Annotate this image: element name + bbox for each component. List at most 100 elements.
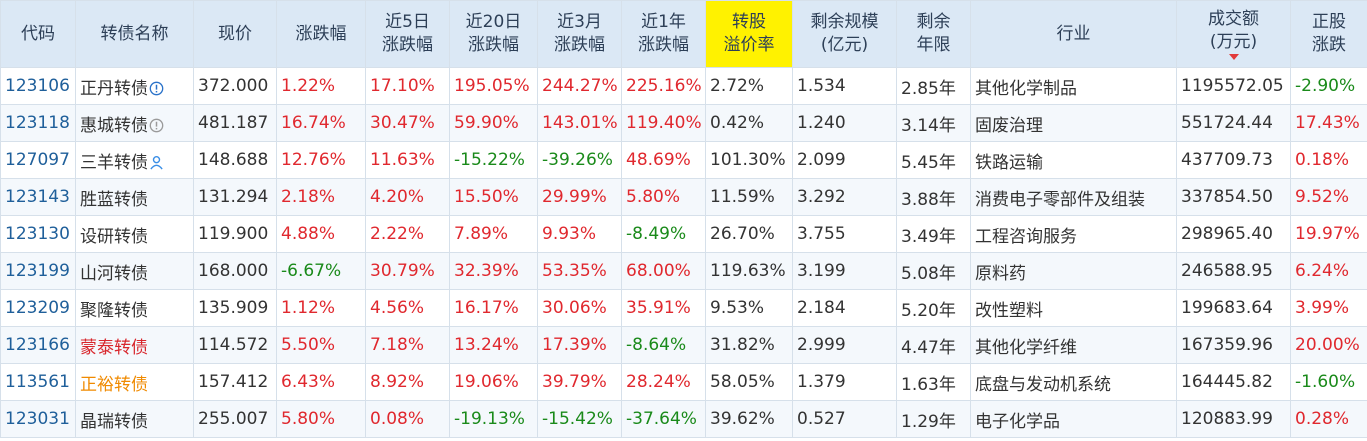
cell-code[interactable]: 123199 <box>0 252 76 290</box>
bond-name-link[interactable]: 胜蓝转债 <box>80 189 148 210</box>
cell-chg20: -15.22% <box>449 141 538 179</box>
column-header-label: 近1年 <box>641 12 686 32</box>
cell-remain_years: 4.47年 <box>896 326 971 364</box>
cell-name[interactable]: 设研转债 <box>75 215 194 253</box>
cell-chg: 5.80% <box>276 400 366 438</box>
table-row[interactable]: 123031 晶瑞转债 255.007 5.80% 0.08% -19.13% -15.42… <box>0 400 1367 438</box>
cell-code[interactable]: 123106 <box>0 67 76 105</box>
cell-industry: 改性塑料 <box>970 289 1177 327</box>
column-header-price[interactable]: 现价 <box>193 0 277 68</box>
cell-chg20: -19.13% <box>449 400 538 438</box>
cell-remain_years: 5.45年 <box>896 141 971 179</box>
cell-name[interactable]: 晶瑞转债 <box>75 400 194 438</box>
cell-turnover: 167359.96 <box>1176 326 1291 364</box>
cell-code[interactable]: 123130 <box>0 215 76 253</box>
cell-industry: 其他化学制品 <box>970 67 1177 105</box>
table-row[interactable]: 113561 正裕转债 157.412 6.43% 8.92% 19.06% 39.79% 2… <box>0 363 1367 401</box>
table-row[interactable]: 127097 三羊转债 148.688 12.76% 11.63% -15.22% -39.… <box>0 141 1367 179</box>
cell-name[interactable]: 胜蓝转债 <box>75 178 194 216</box>
cell-code[interactable]: 127097 <box>0 141 76 179</box>
cell-name[interactable]: 惠城转债 <box>75 104 194 142</box>
cell-chg3m: 9.93% <box>537 215 622 253</box>
cell-code[interactable]: 123143 <box>0 178 76 216</box>
column-header-chg3m[interactable]: 近3月 涨跌幅 <box>537 0 622 68</box>
table-row[interactable]: 123106 正丹转债 372.000 1.22% 17.10% 195.05% 244.2… <box>0 67 1367 105</box>
cell-chg: -6.67% <box>276 252 366 290</box>
column-header-label: 转股 <box>732 12 766 32</box>
table-row[interactable]: 123130 设研转债 119.900 4.88% 2.22% 7.89% 9.93% -8.… <box>0 215 1367 253</box>
column-header-turnover[interactable]: 成交额 (万元) <box>1176 0 1291 68</box>
column-header-chg[interactable]: 涨跌幅 <box>276 0 366 68</box>
column-header-industry[interactable]: 行业 <box>970 0 1177 68</box>
cell-remain_size: 3.755 <box>792 215 897 253</box>
table-row[interactable]: 123166 蒙泰转债 114.572 5.50% 7.18% 13.24% 17.39% -… <box>0 326 1367 364</box>
cell-chg1y: -37.64% <box>621 400 706 438</box>
info-circle-grey-icon[interactable] <box>149 118 164 133</box>
column-header-chg20[interactable]: 近20日 涨跌幅 <box>449 0 538 68</box>
cell-remain_years: 5.20年 <box>896 289 971 327</box>
column-header-sublabel: 涨跌幅 <box>554 35 605 55</box>
cell-name[interactable]: 聚隆转债 <box>75 289 194 327</box>
cell-price: 481.187 <box>193 104 277 142</box>
sort-desc-icon[interactable] <box>1228 54 1239 60</box>
cell-turnover: 199683.64 <box>1176 289 1291 327</box>
bond-name-link[interactable]: 正丹转债 <box>80 78 148 99</box>
cell-chg3m: 29.99% <box>537 178 622 216</box>
bond-name-link[interactable]: 晶瑞转债 <box>80 411 148 432</box>
cell-price: 114.572 <box>193 326 277 364</box>
cell-name[interactable]: 蒙泰转债 <box>75 326 194 364</box>
cell-stock_chg: 17.43% <box>1290 104 1367 142</box>
bond-name-link[interactable]: 惠城转债 <box>80 115 148 136</box>
cell-premium: 31.82% <box>705 326 793 364</box>
bond-name-link[interactable]: 设研转债 <box>80 226 148 247</box>
cell-chg1y: 35.91% <box>621 289 706 327</box>
column-header-chg1y[interactable]: 近1年 涨跌幅 <box>621 0 706 68</box>
table-row[interactable]: 123118 惠城转债 481.187 16.74% 30.47% 59.90% 143.0… <box>0 104 1367 142</box>
cell-price: 157.412 <box>193 363 277 401</box>
column-header-chg5[interactable]: 近5日 涨跌幅 <box>365 0 450 68</box>
bond-name-link[interactable]: 正裕转债 <box>80 374 148 395</box>
cell-premium: 58.05% <box>705 363 793 401</box>
column-header-name[interactable]: 转债名称 <box>75 0 194 68</box>
column-header-stock_chg[interactable]: 正股 涨跌 <box>1290 0 1367 68</box>
table-row[interactable]: 123143 胜蓝转债 131.294 2.18% 4.20% 15.50% 29.99% 5… <box>0 178 1367 216</box>
cell-code[interactable]: 123031 <box>0 400 76 438</box>
column-header-code[interactable]: 代码 <box>0 0 76 68</box>
cell-chg3m: -15.42% <box>537 400 622 438</box>
column-header-premium[interactable]: 转股 溢价率 <box>705 0 793 68</box>
cell-stock_chg: 20.00% <box>1290 326 1367 364</box>
cell-name[interactable]: 正裕转债 <box>75 363 194 401</box>
bond-name-link[interactable]: 三羊转债 <box>80 152 148 173</box>
bond-name-link[interactable]: 山河转债 <box>80 263 148 284</box>
cell-name[interactable]: 正丹转债 <box>75 67 194 105</box>
cell-name[interactable]: 山河转债 <box>75 252 194 290</box>
cell-chg1y: 119.40% <box>621 104 706 142</box>
cell-code[interactable]: 123209 <box>0 289 76 327</box>
cell-chg: 5.50% <box>276 326 366 364</box>
table-row[interactable]: 123199 山河转债 168.000 -6.67% 30.79% 32.39% 53.35… <box>0 252 1367 290</box>
column-header-remain_years[interactable]: 剩余 年限 <box>896 0 971 68</box>
cell-remain_size: 3.292 <box>792 178 897 216</box>
bond-name-link[interactable]: 聚隆转债 <box>80 300 148 321</box>
cell-chg5: 4.56% <box>365 289 450 327</box>
cell-premium: 119.63% <box>705 252 793 290</box>
bond-name-link[interactable]: 蒙泰转债 <box>80 337 148 358</box>
cell-turnover: 246588.95 <box>1176 252 1291 290</box>
cell-turnover: 164445.82 <box>1176 363 1291 401</box>
column-header-remain_size[interactable]: 剩余规模 (亿元) <box>792 0 897 68</box>
cell-remain_size: 1.379 <box>792 363 897 401</box>
cell-code[interactable]: 123166 <box>0 326 76 364</box>
cell-chg5: 2.22% <box>365 215 450 253</box>
cell-chg5: 17.10% <box>365 67 450 105</box>
cell-price: 148.688 <box>193 141 277 179</box>
cell-name[interactable]: 三羊转债 <box>75 141 194 179</box>
person-icon[interactable] <box>149 155 164 170</box>
column-header-label: 代码 <box>21 23 55 44</box>
cell-remain_years: 2.85年 <box>896 67 971 105</box>
info-circle-icon[interactable] <box>149 81 164 96</box>
cell-code[interactable]: 113561 <box>0 363 76 401</box>
cell-code[interactable]: 123118 <box>0 104 76 142</box>
column-header-sublabel: (亿元) <box>820 35 869 55</box>
table-row[interactable]: 123209 聚隆转债 135.909 1.12% 4.56% 16.17% 30.06% 3… <box>0 289 1367 327</box>
cell-stock_chg: 9.52% <box>1290 178 1367 216</box>
